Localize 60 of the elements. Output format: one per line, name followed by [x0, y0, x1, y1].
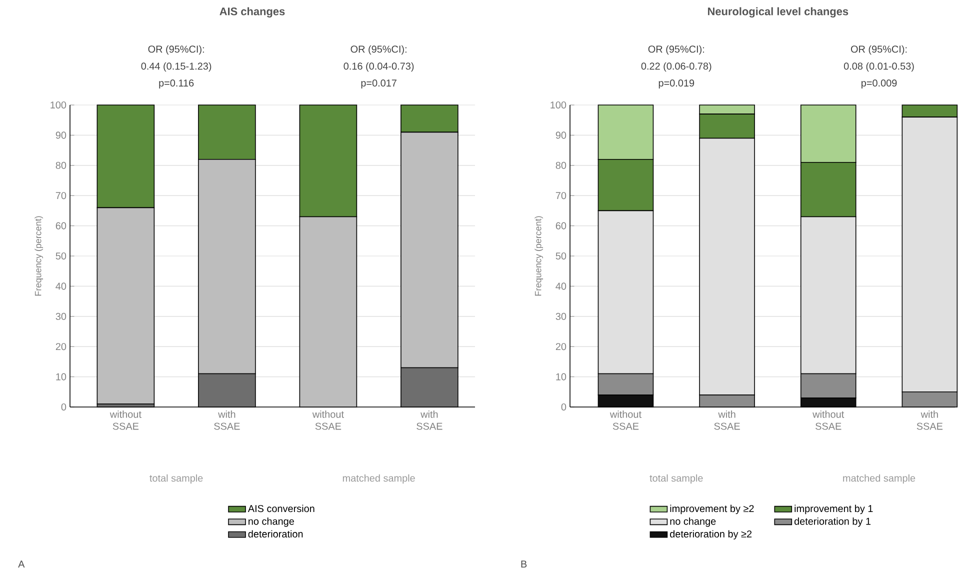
x-tick-label: with SSAE — [916, 410, 943, 430]
text: p=0.019 — [658, 79, 694, 89]
text: p=0.009 — [862, 79, 897, 89]
y-tick-label: 40 — [56, 282, 66, 290]
y-tick-label: 80 — [556, 162, 566, 169]
text: 0.44 (0.15-1.23) — [141, 62, 212, 72]
legend-label: improvement by 1 — [794, 504, 873, 514]
text: matched sample — [843, 474, 916, 484]
legend-label: improvement by ≥2 — [670, 504, 754, 514]
y-tick-label: 80 — [56, 162, 66, 169]
text: OR (95%CI): — [350, 45, 406, 55]
x-tick-label: without SSAE — [812, 410, 844, 430]
text: p=0.017 — [361, 79, 396, 89]
x-tick-label: with SSAE — [714, 410, 740, 430]
legend-label: deterioration by 1 — [794, 518, 871, 527]
text: total sample — [150, 474, 203, 484]
y-tick-label: 40 — [556, 282, 566, 290]
y-tick-label: 20 — [56, 343, 66, 350]
legend-label: no change — [670, 518, 716, 527]
y-tick-label: 10 — [56, 373, 66, 380]
y-tick-label: 20 — [556, 343, 566, 350]
y-tick-label: 10 — [556, 373, 566, 380]
text: p=0.116 — [159, 79, 194, 89]
text: 0.16 (0.04-0.73) — [344, 62, 414, 72]
x-tick-label: with SSAE — [416, 410, 442, 430]
legend-label: no change — [248, 518, 294, 527]
y-tick-label: 0 — [61, 403, 66, 411]
text: A — [18, 560, 25, 568]
legend-label: deterioration by ≥2 — [670, 530, 752, 540]
y-tick-label: 70 — [556, 192, 566, 200]
x-tick-label: without SSAE — [610, 410, 642, 430]
text: OR (95%CI): — [850, 45, 907, 55]
text: matched sample — [342, 474, 415, 484]
y-tick-label: 60 — [56, 222, 66, 230]
y-tick-label: 100 — [550, 101, 566, 109]
y-tick-label: 30 — [556, 312, 566, 320]
x-tick-label: without SSAE — [312, 410, 344, 430]
y-tick-label: 90 — [56, 132, 66, 139]
y-tick-label: 70 — [56, 192, 66, 200]
y-tick-label: 90 — [556, 132, 566, 139]
text: total sample — [650, 474, 703, 484]
y-tick-label: 100 — [50, 101, 66, 109]
chart-title: AIS changes — [220, 7, 285, 18]
legend-label: deterioration — [248, 530, 303, 538]
chart-title: Neurological level changes — [708, 7, 848, 18]
text: 0.22 (0.06-0.78) — [641, 62, 712, 72]
x-tick-label: without SSAE — [110, 410, 142, 430]
y-axis-title: Frequency (percent) — [34, 216, 44, 296]
text: OR (95%CI): — [148, 45, 204, 55]
text: B — [521, 560, 527, 568]
y-tick-label: 50 — [56, 252, 66, 260]
y-axis-title: Frequency (percent) — [534, 216, 544, 296]
y-tick-label: 0 — [561, 403, 566, 411]
y-tick-label: 50 — [556, 252, 566, 260]
y-tick-label: 30 — [56, 312, 66, 320]
text: 0.08 (0.01-0.53) — [844, 62, 914, 72]
text: OR (95%CI): — [648, 45, 704, 55]
x-tick-label: with SSAE — [214, 410, 240, 430]
y-tick-label: 60 — [556, 222, 566, 230]
legend-label: AIS conversion — [248, 504, 314, 512]
